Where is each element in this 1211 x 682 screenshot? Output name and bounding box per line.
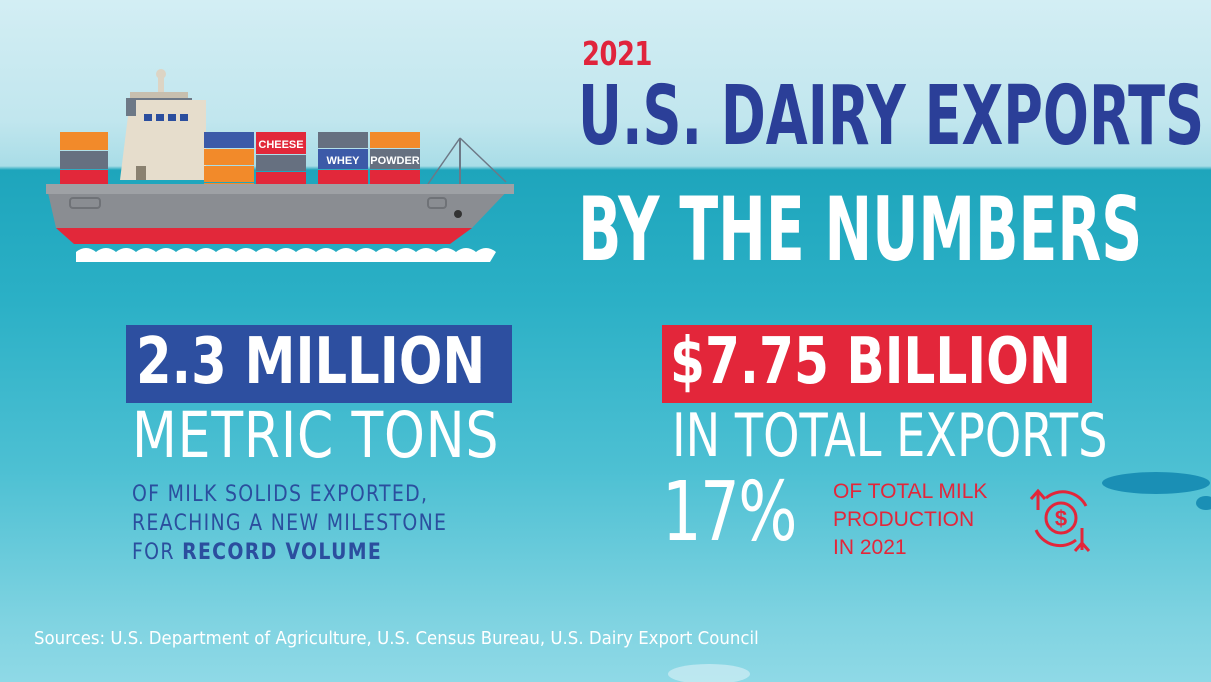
volume-highlight-box — [126, 325, 512, 403]
sources-footnote: Sources: U.S. Department of Agriculture,… — [34, 628, 759, 649]
percent-label-line: IN 2021 — [833, 536, 907, 559]
water-bubble — [668, 664, 750, 682]
svg-text:$: $ — [1055, 506, 1067, 531]
volume-description-line: FOR RECORD VOLUME — [132, 538, 447, 567]
powder-container-label: POWDER — [370, 155, 420, 167]
volume-description-line: REACHING A NEW MILESTONE — [132, 511, 448, 536]
page-subtitle: BY THE NUMBERS — [578, 178, 1143, 281]
page-title: U.S. DAIRY EXPORTS — [578, 69, 1205, 164]
volume-unit: METRIC TONS — [132, 399, 500, 472]
water-bubble — [1196, 496, 1211, 510]
percent-label-line: PRODUCTION — [833, 508, 975, 531]
volume-description-line: OF MILK SOLIDS EXPORTED, — [132, 482, 429, 507]
whey-container-label: WHEY — [327, 155, 361, 167]
value-headline: $7.75 BILLION — [670, 325, 1071, 399]
report-year: 2021 — [582, 34, 653, 73]
volume-description-prefix: FOR — [132, 540, 183, 565]
record-volume-emphasis: RECORD VOLUME — [182, 540, 383, 565]
percent-label: OF TOTAL MILK PRODUCTION IN 2021 — [833, 478, 987, 562]
percent-label-line: OF TOTAL MILK — [833, 480, 988, 503]
percent-figure: 17% — [662, 465, 797, 560]
volume-headline: 2.3 MILLION — [136, 325, 486, 399]
water-bubble — [1102, 472, 1210, 494]
cargo-ship-illustration: CHEESE WHEY POWDER — [46, 69, 514, 262]
cheese-container-label: CHEESE — [258, 139, 303, 151]
value-subline: IN TOTAL EXPORTS — [672, 401, 1108, 471]
dollar-exchange-icon: $ — [1026, 482, 1096, 554]
value-highlight-box — [662, 325, 1092, 403]
volume-description: OF MILK SOLIDS EXPORTED, REACHING A NEW … — [132, 480, 447, 567]
